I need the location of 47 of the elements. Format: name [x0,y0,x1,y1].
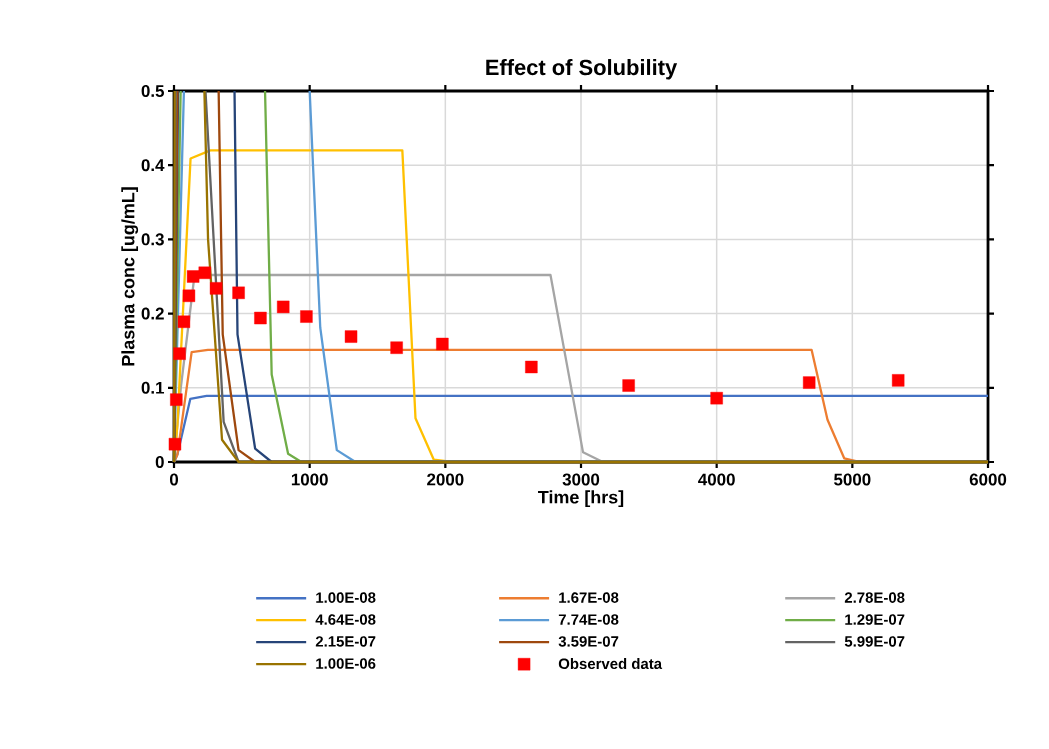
y-tick-label: 0.3 [141,233,164,246]
point [436,337,449,351]
point [390,341,403,354]
legend-label: 1.00E-06 [316,658,376,669]
point [232,286,245,300]
x-tick-label: 1000 [291,473,328,486]
y-tick-label: 0.5 [141,84,165,97]
chart-title: Effect of Solubility [486,59,678,80]
legend-label: 2.78E-08 [844,592,905,603]
x-tick-label: 4000 [698,473,735,486]
y-tick-label: 0.1 [141,381,165,394]
legend-label: 4.64E-08 [315,614,376,625]
point [182,289,196,302]
x-tick-label: 3000 [562,473,600,486]
point [170,393,183,406]
point [344,330,358,343]
legend-label: 7.74E-08 [558,614,619,625]
point [173,347,186,360]
legend-label: 1.67E-08 [559,592,619,603]
point [803,376,816,389]
x-tick-label: 5000 [834,473,871,486]
x-axis-title: Time [hrs] [538,490,624,508]
point [254,311,267,325]
point [277,300,290,314]
point [186,270,200,283]
legend-label: 5.99E-07 [844,636,905,647]
point [710,391,723,405]
point [891,374,905,387]
x-tick-label: 0 [169,473,179,486]
x-tick-label: 2000 [427,473,464,486]
legend-label: 2.15E-07 [315,636,376,647]
y-tick-label: 0.4 [141,159,165,172]
x-tick-label: 6000 [969,473,1007,486]
y-axis-title: Plasma conc [ug/mL] [121,187,139,366]
point [525,360,538,374]
legend-label: 3.59E-07 [558,636,619,647]
legend-label: Observed data [558,658,663,670]
y-tick-label: 0 [155,455,164,468]
point [622,379,635,392]
point [168,437,182,451]
legend-label: 1.00E-08 [316,592,376,603]
point [198,266,211,279]
point [300,310,313,323]
legend-label: 1.29E-07 [845,614,905,625]
y-tick-label: 0.2 [141,307,164,320]
point [209,282,223,295]
point [177,315,191,328]
